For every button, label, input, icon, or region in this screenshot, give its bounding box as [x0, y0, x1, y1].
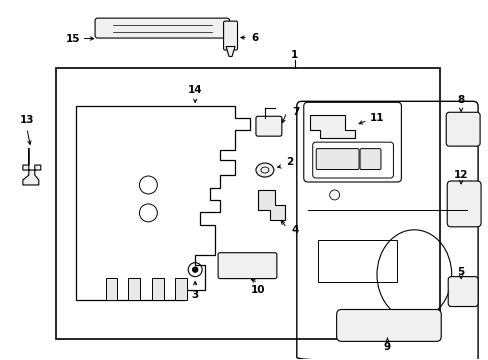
Text: 15: 15: [65, 33, 80, 44]
FancyBboxPatch shape: [95, 18, 229, 38]
Ellipse shape: [255, 163, 273, 177]
Bar: [56, 68, 439, 339]
FancyBboxPatch shape: [446, 112, 479, 146]
FancyBboxPatch shape: [447, 276, 477, 306]
FancyBboxPatch shape: [255, 116, 281, 136]
Text: 6: 6: [251, 32, 258, 42]
Polygon shape: [309, 115, 354, 138]
Text: 10: 10: [250, 284, 264, 294]
Polygon shape: [152, 278, 164, 300]
Text: 1: 1: [290, 50, 298, 60]
Text: 3: 3: [191, 289, 199, 300]
FancyBboxPatch shape: [359, 149, 380, 170]
Polygon shape: [175, 278, 187, 300]
Bar: [317, 240, 397, 282]
Text: 5: 5: [457, 267, 464, 276]
Circle shape: [192, 267, 197, 272]
Text: 12: 12: [453, 170, 468, 180]
Text: 8: 8: [457, 95, 464, 105]
FancyBboxPatch shape: [223, 21, 237, 50]
FancyBboxPatch shape: [336, 310, 440, 341]
Polygon shape: [258, 190, 285, 220]
Text: 7: 7: [291, 107, 299, 117]
FancyBboxPatch shape: [316, 149, 358, 170]
Polygon shape: [225, 46, 235, 57]
Polygon shape: [23, 148, 41, 185]
Text: 2: 2: [285, 157, 293, 167]
FancyBboxPatch shape: [218, 253, 276, 279]
Polygon shape: [128, 278, 140, 300]
Polygon shape: [105, 278, 117, 300]
Text: 9: 9: [383, 342, 390, 352]
Text: 14: 14: [187, 85, 202, 95]
Text: 11: 11: [369, 113, 384, 123]
Text: 13: 13: [20, 115, 34, 125]
Text: 4: 4: [290, 225, 298, 235]
FancyBboxPatch shape: [447, 181, 480, 227]
